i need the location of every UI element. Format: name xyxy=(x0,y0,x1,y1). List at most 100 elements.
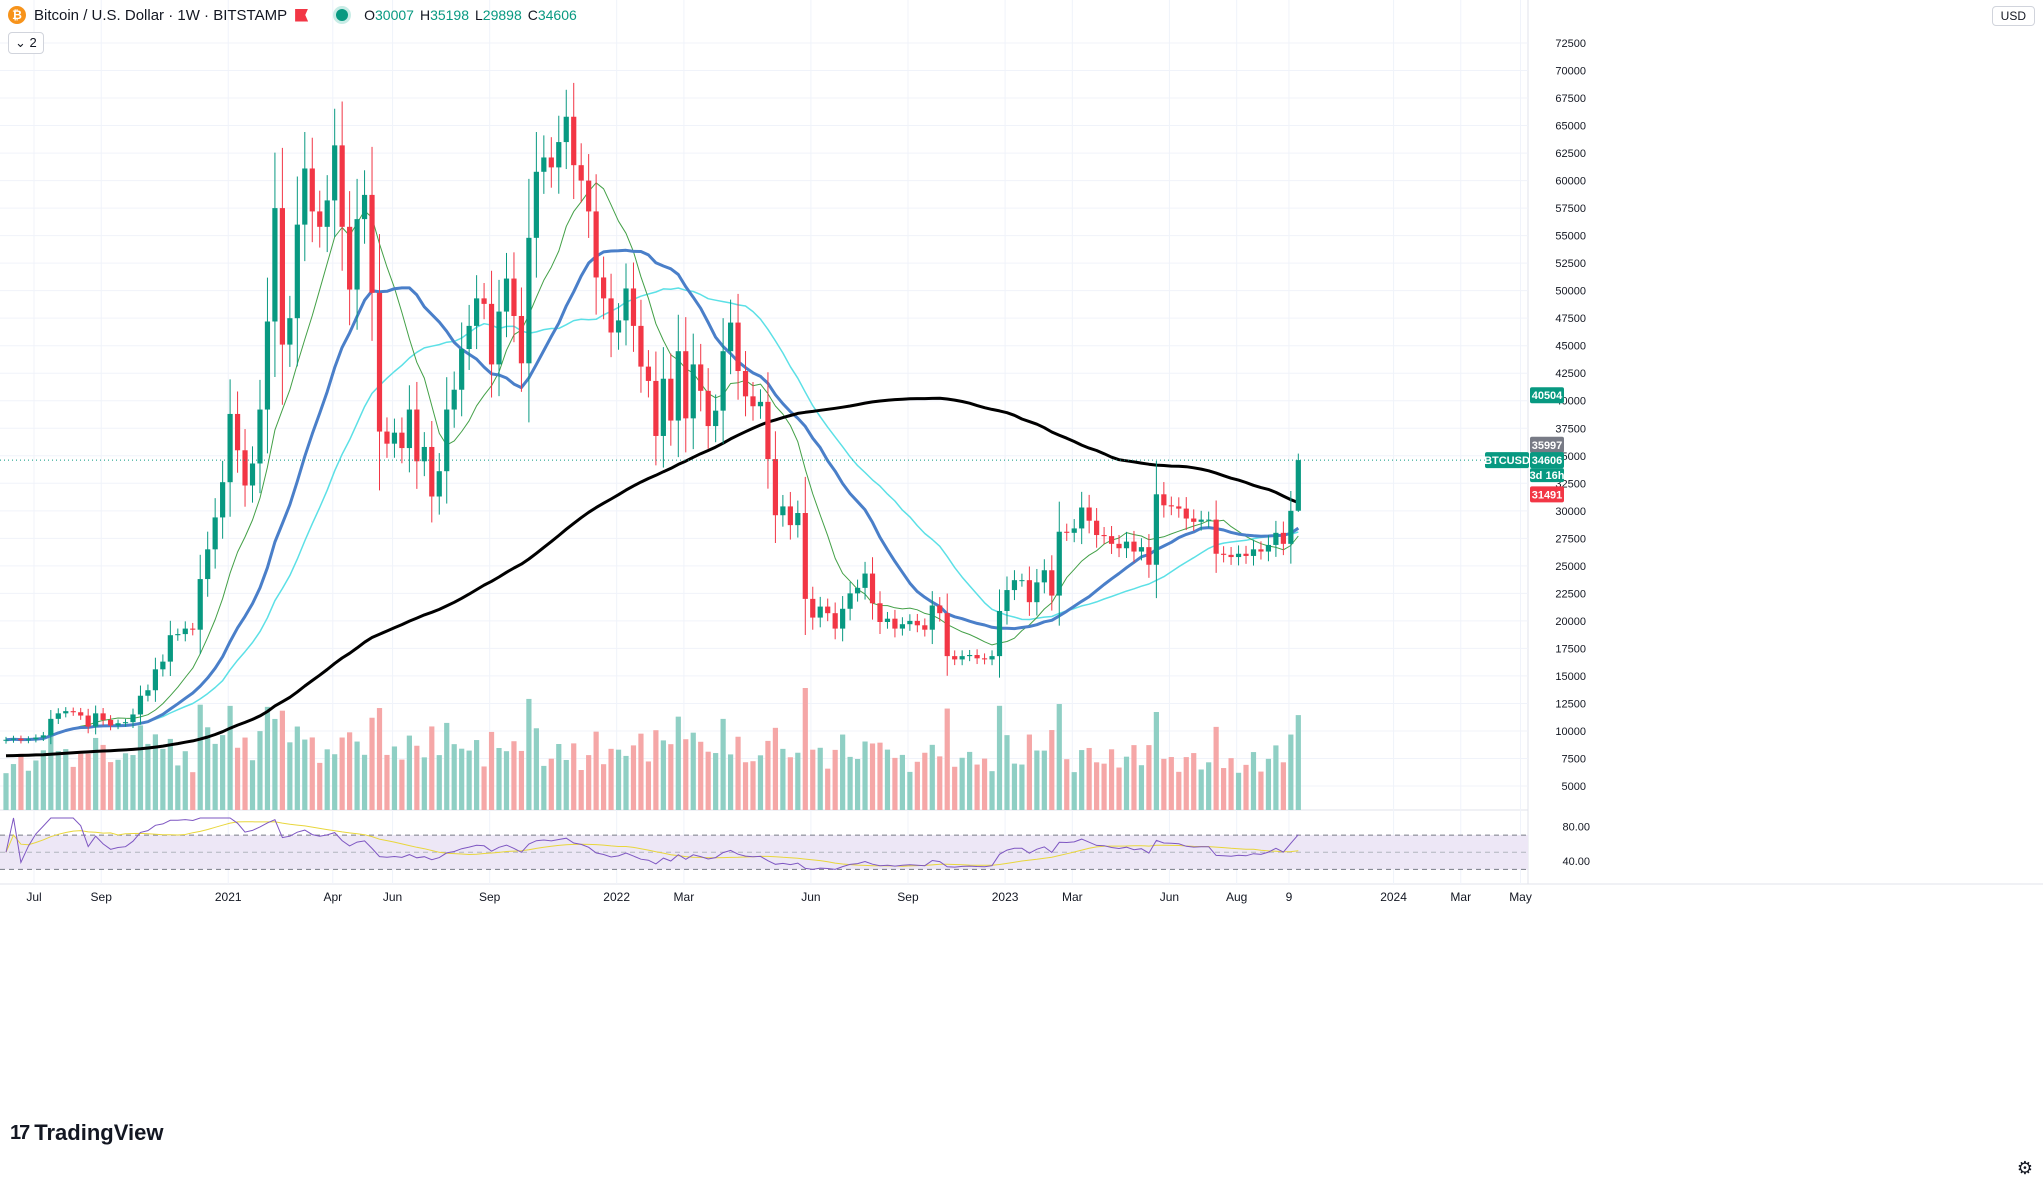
price-label-35997-bg xyxy=(1530,436,1564,453)
price-axis-area xyxy=(1528,0,2043,1183)
candle-body xyxy=(892,618,898,629)
symbol-header: ₿ Bitcoin / U.S. Dollar · 1W · BITSTAMP … xyxy=(8,6,577,24)
volume-bar xyxy=(967,751,973,810)
symbol-title[interactable]: Bitcoin / U.S. Dollar · 1W · BITSTAMP xyxy=(34,6,288,24)
volume-bar xyxy=(384,754,390,810)
price-tick-label: 47500 xyxy=(1555,313,1586,325)
ma-mid-line xyxy=(5,248,1300,742)
volume-bar xyxy=(869,743,876,810)
candle-body xyxy=(3,739,9,741)
candle-body xyxy=(1004,590,1010,611)
volume-bar xyxy=(1101,763,1107,810)
volume-bar xyxy=(660,740,666,810)
candle-body xyxy=(705,390,711,427)
volume-bar xyxy=(332,754,338,810)
price-tick-label: 67500 xyxy=(1555,93,1586,105)
volume-bar xyxy=(511,741,517,810)
volume-bar xyxy=(1235,772,1242,810)
volume-bar xyxy=(720,718,726,810)
volume-bar xyxy=(160,748,166,810)
volume-bar xyxy=(421,757,427,810)
volume-bar xyxy=(10,764,17,810)
candle-body xyxy=(511,278,517,316)
volume-bar xyxy=(503,751,510,810)
candle-body xyxy=(541,157,547,172)
volume-bar xyxy=(115,759,121,810)
volume-bar xyxy=(287,742,293,810)
candle-body xyxy=(981,658,988,660)
currency-button[interactable]: USD xyxy=(1991,6,2035,26)
volume-bar xyxy=(832,749,838,810)
ohlc-low-label: L xyxy=(475,7,483,23)
candle-body xyxy=(765,401,771,460)
candle-body xyxy=(33,737,39,740)
candle-body xyxy=(1019,580,1025,582)
candle-body xyxy=(526,237,532,364)
candle-body xyxy=(1153,494,1159,565)
volume-bar xyxy=(1191,753,1197,810)
candle-body xyxy=(264,321,271,410)
candle-body xyxy=(742,371,749,397)
time-tick-label: Aug xyxy=(1226,890,1247,904)
volume-bar xyxy=(1213,726,1219,810)
candle-body xyxy=(421,446,427,462)
volume-bar xyxy=(376,708,383,810)
volume-bar xyxy=(840,734,846,810)
candle-body xyxy=(384,431,390,444)
candle-body xyxy=(630,288,637,326)
flag-icon[interactable] xyxy=(295,8,309,22)
volume-bar xyxy=(324,749,330,810)
volume-bar xyxy=(1228,758,1234,810)
indicators-toggle-button[interactable]: ⌄ 2 xyxy=(8,32,44,54)
candle-body xyxy=(160,661,166,670)
tradingview-logo[interactable]: 17 TradingView xyxy=(10,1120,163,1146)
volume-bar xyxy=(137,725,144,810)
candle-body xyxy=(406,409,412,449)
volume-bar xyxy=(765,740,771,810)
candle-body xyxy=(18,738,24,741)
volume-bar xyxy=(466,750,472,810)
candle-body xyxy=(840,608,846,629)
candle-body xyxy=(713,410,719,427)
price-tick-label: 25000 xyxy=(1555,561,1586,573)
volume-bar xyxy=(182,751,188,810)
candle-body xyxy=(899,624,905,629)
candle-body xyxy=(1094,520,1100,536)
volume-bar xyxy=(481,766,487,810)
price-label-31491: 31491 xyxy=(1532,489,1563,501)
time-tick-label: 2021 xyxy=(215,890,242,904)
candle-body xyxy=(496,311,502,365)
volume-bar xyxy=(294,726,300,810)
volume-bar xyxy=(742,762,749,810)
volume-bar xyxy=(406,735,412,810)
candle-body xyxy=(1273,532,1279,545)
volume-bar xyxy=(1295,715,1301,810)
candle-body xyxy=(772,459,779,516)
price-tick-label: 12500 xyxy=(1555,698,1586,710)
volume-bar xyxy=(981,758,988,810)
candle-body xyxy=(563,116,569,143)
volume-bar xyxy=(825,768,831,810)
candle-body xyxy=(190,628,196,630)
volume-bar xyxy=(533,728,539,810)
volume-bar xyxy=(205,727,211,810)
candle-body xyxy=(810,598,816,618)
candle-body xyxy=(63,711,69,714)
time-tick-label: 9 xyxy=(1286,890,1293,904)
candle-body xyxy=(25,739,32,741)
candle-body xyxy=(795,513,801,526)
volume-bar xyxy=(257,731,263,810)
candle-body xyxy=(638,325,644,367)
candle-body xyxy=(234,413,241,451)
time-tick-label: Mar xyxy=(1062,890,1083,904)
candle-body xyxy=(1198,519,1204,522)
ma-long-line xyxy=(5,287,1299,741)
gear-icon[interactable]: ⚙ xyxy=(2016,1158,2033,1178)
candle-body xyxy=(1086,507,1092,521)
candle-body xyxy=(115,723,121,726)
volume-bar xyxy=(802,688,808,810)
candle-body xyxy=(586,180,592,212)
volume-bar xyxy=(1116,767,1122,810)
countdown-label: 3d 16h xyxy=(1530,470,1565,482)
